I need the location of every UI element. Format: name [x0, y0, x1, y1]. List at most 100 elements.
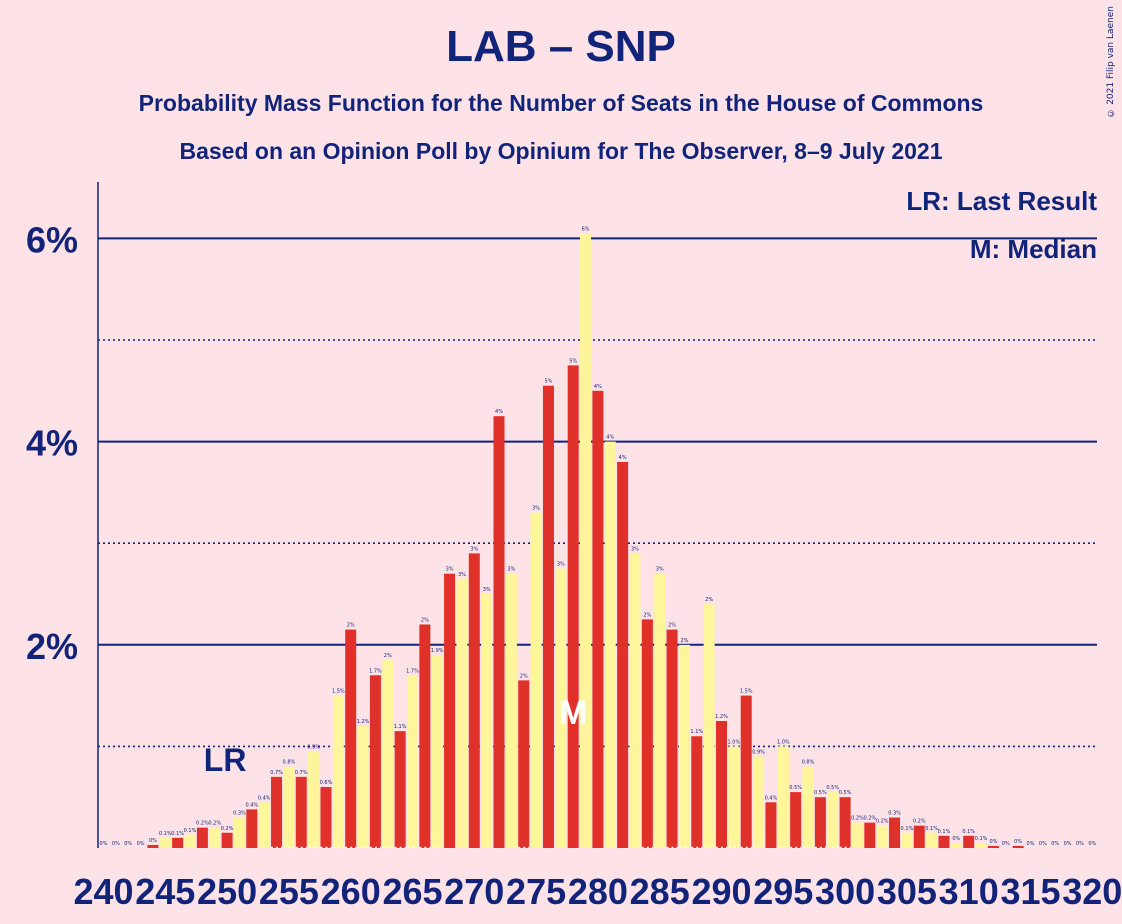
bar [889, 817, 901, 848]
bar [233, 817, 245, 848]
bar [580, 233, 592, 848]
legend-median: M: Median [970, 234, 1097, 264]
bar [493, 416, 505, 848]
bar [209, 827, 221, 848]
median-marker: M [559, 694, 587, 732]
bar-value-label: 1.2% [715, 714, 728, 720]
bar-value-label: 0.8% [802, 760, 815, 766]
bar [790, 792, 802, 848]
bar-value-label: 0% [1039, 841, 1047, 847]
bar-value-label: 1.7% [369, 668, 382, 674]
bar-value-label: 2% [421, 617, 429, 623]
bar [394, 731, 406, 848]
bar-value-label: 3% [532, 506, 540, 512]
bar [765, 802, 777, 848]
bar [1012, 845, 1024, 848]
bar-value-label: 5% [569, 358, 577, 364]
bar-value-label: 2% [347, 623, 355, 629]
bar-value-label: 3% [507, 567, 515, 573]
bar [938, 835, 950, 848]
bar [357, 726, 369, 848]
bar-value-label: 4% [594, 384, 602, 390]
bar [196, 827, 208, 848]
bar-value-label: 6% [582, 226, 590, 232]
bar [851, 822, 863, 848]
bar-value-label: 2% [668, 623, 676, 629]
bar-value-label: 2% [643, 612, 651, 618]
bar-value-label: 0.1% [925, 826, 938, 832]
bar [678, 644, 690, 848]
bar [876, 825, 888, 848]
bar [172, 837, 184, 848]
x-tick-label: 295 [753, 871, 813, 912]
x-tick-label: 310 [939, 871, 999, 912]
bar-value-label: 0% [100, 841, 108, 847]
bar-value-label: 4% [619, 455, 627, 461]
bar-value-label: 3% [483, 587, 491, 593]
bar [246, 809, 258, 848]
bar-value-label: 4% [606, 435, 614, 441]
y-tick-label: 6% [26, 219, 78, 260]
bar-value-label: 0.4% [258, 795, 271, 801]
bar-value-label: 2% [520, 673, 528, 679]
bar [901, 832, 913, 848]
bar [481, 594, 493, 848]
bar [740, 695, 752, 848]
bar-value-label: 3% [470, 546, 478, 552]
bar-value-label: 0% [137, 841, 145, 847]
bar [271, 776, 283, 848]
bar [258, 802, 270, 848]
bar [963, 835, 975, 848]
bar [987, 845, 999, 848]
bar [419, 624, 431, 848]
bar-value-label: 1.7% [406, 668, 419, 674]
bar-value-label: 1.1% [394, 724, 407, 730]
bar-value-label: 0.9% [307, 744, 320, 750]
x-tick-label: 320 [1062, 871, 1122, 912]
bar [839, 797, 851, 848]
bar-value-label: 1.9% [431, 648, 444, 654]
bar-value-label: 1.5% [332, 689, 345, 695]
bar [147, 844, 159, 848]
bar [345, 629, 357, 848]
y-tick-label: 2% [26, 626, 78, 667]
x-tick-label: 260 [321, 871, 381, 912]
bar [913, 825, 925, 848]
bar [814, 797, 826, 848]
bar-value-label: 0.5% [839, 790, 852, 796]
bar-value-label: 0.1% [171, 831, 184, 837]
bar [926, 832, 938, 848]
bar-value-label: 0.7% [295, 770, 308, 776]
bar [320, 787, 332, 848]
bar [691, 736, 703, 848]
chart-subtitle: Probability Mass Function for the Number… [138, 90, 984, 116]
bar-value-label: 0% [952, 836, 960, 842]
bar-value-label: 0.8% [283, 760, 296, 766]
bar [159, 837, 171, 848]
bar-value-label: 0% [1051, 841, 1059, 847]
bar-value-label: 0.5% [826, 785, 839, 791]
bar [592, 390, 604, 848]
bar-value-label: 0.2% [208, 821, 221, 827]
bar-value-label: 0% [1088, 841, 1096, 847]
x-tick-label: 250 [197, 871, 257, 912]
bar [567, 365, 579, 848]
bar-value-label: 0% [112, 841, 120, 847]
bar [654, 573, 666, 848]
bar [604, 441, 616, 848]
bar-value-label: 1.0% [728, 739, 741, 745]
y-tick-label: 4% [26, 423, 78, 464]
bar [468, 553, 480, 848]
x-tick-label: 290 [691, 871, 751, 912]
bar-value-label: 3% [656, 567, 664, 573]
bar-value-label: 0.2% [851, 816, 864, 822]
legend-last-result: LR: Last Result [906, 186, 1097, 216]
bar [950, 842, 962, 848]
bar-value-label: 0.5% [789, 785, 802, 791]
bar-value-label: 3% [458, 572, 466, 578]
x-tick-label: 285 [630, 871, 690, 912]
bar-value-label: 0.3% [233, 811, 246, 817]
bar [332, 695, 344, 848]
bar-value-label: 0.1% [975, 836, 988, 842]
bar-value-label: 2% [680, 638, 688, 644]
